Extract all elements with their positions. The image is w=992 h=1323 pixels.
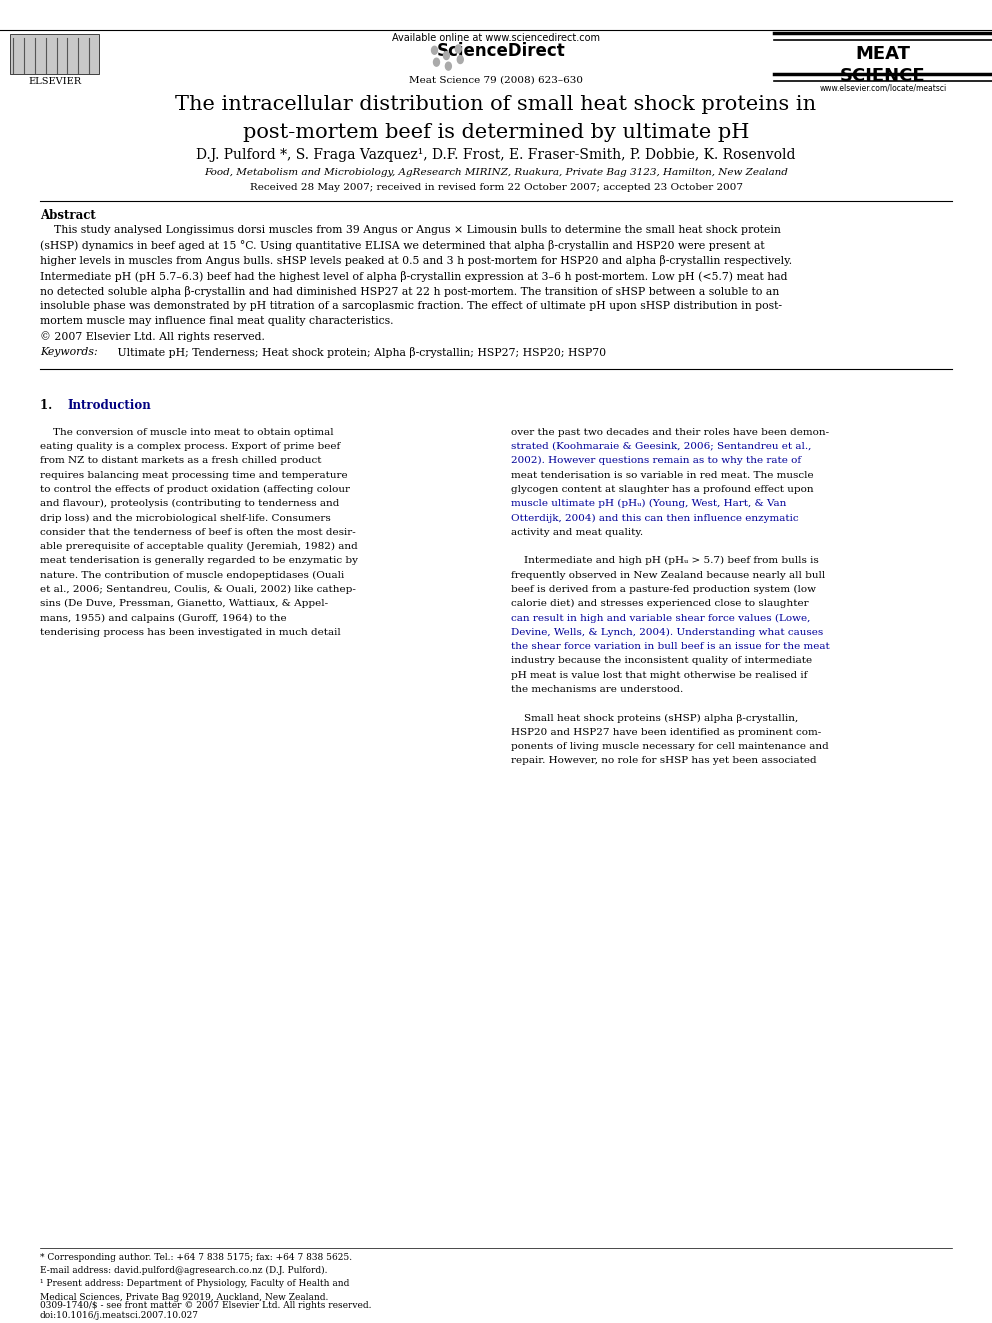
Circle shape (455, 45, 461, 53)
Text: insoluble phase was demonstrated by pH titration of a sarcoplasmic fraction. The: insoluble phase was demonstrated by pH t… (40, 302, 782, 311)
Text: Medical Sciences, Private Bag 92019, Auckland, New Zealand.: Medical Sciences, Private Bag 92019, Auc… (40, 1293, 328, 1302)
Text: Otterdijk, 2004) and this can then influence enzymatic: Otterdijk, 2004) and this can then influ… (511, 513, 799, 523)
FancyBboxPatch shape (10, 34, 99, 74)
Circle shape (434, 58, 439, 66)
Text: © 2007 Elsevier Ltd. All rights reserved.: © 2007 Elsevier Ltd. All rights reserved… (40, 332, 265, 343)
Text: HSP20 and HSP27 have been identified as prominent com-: HSP20 and HSP27 have been identified as … (511, 728, 821, 737)
Text: 1.: 1. (40, 398, 57, 411)
Text: eating quality is a complex process. Export of prime beef: eating quality is a complex process. Exp… (40, 442, 340, 451)
Text: beef is derived from a pasture-fed production system (low: beef is derived from a pasture-fed produ… (511, 585, 815, 594)
Text: Received 28 May 2007; received in revised form 22 October 2007; accepted 23 Octo: Received 28 May 2007; received in revise… (250, 183, 742, 192)
Text: (sHSP) dynamics in beef aged at 15 °C. Using quantitative ELISA we determined th: (sHSP) dynamics in beef aged at 15 °C. U… (40, 239, 764, 251)
Text: Ultimate pH; Tenderness; Heat shock protein; Alpha β-crystallin; HSP27; HSP20; H: Ultimate pH; Tenderness; Heat shock prot… (114, 347, 606, 357)
Text: Meat Science 79 (2008) 623–630: Meat Science 79 (2008) 623–630 (409, 75, 583, 85)
Text: pH meat is value lost that might otherwise be realised if: pH meat is value lost that might otherwi… (511, 671, 807, 680)
Text: to control the effects of product oxidation (affecting colour: to control the effects of product oxidat… (40, 484, 349, 493)
Text: no detected soluble alpha β-crystallin and had diminished HSP27 at 22 h post-mor: no detected soluble alpha β-crystallin a… (40, 286, 779, 296)
Circle shape (445, 62, 451, 70)
Circle shape (457, 56, 463, 64)
Text: ScienceDirect: ScienceDirect (436, 42, 565, 61)
Text: activity and meat quality.: activity and meat quality. (511, 528, 643, 537)
Text: mans, 1955) and calpains (Guroff, 1964) to the: mans, 1955) and calpains (Guroff, 1964) … (40, 614, 287, 623)
Text: www.elsevier.com/locate/meatsci: www.elsevier.com/locate/meatsci (819, 83, 946, 93)
Text: consider that the tenderness of beef is often the most desir-: consider that the tenderness of beef is … (40, 528, 355, 537)
Text: able prerequisite of acceptable quality (Jeremiah, 1982) and: able prerequisite of acceptable quality … (40, 542, 357, 552)
Text: Available online at www.sciencedirect.com: Available online at www.sciencedirect.co… (392, 33, 600, 44)
Text: muscle ultimate pH (pHᵤ) (Young, West, Hart, & Van: muscle ultimate pH (pHᵤ) (Young, West, H… (511, 499, 787, 508)
Text: Intermediate and high pH (pHᵤ > 5.7) beef from bulls is: Intermediate and high pH (pHᵤ > 5.7) bee… (511, 556, 818, 565)
Text: D.J. Pulford *, S. Fraga Vazquez¹, D.F. Frost, E. Fraser-Smith, P. Dobbie, K. Ro: D.J. Pulford *, S. Fraga Vazquez¹, D.F. … (196, 148, 796, 163)
Text: The intracellular distribution of small heat shock proteins in
post-mortem beef : The intracellular distribution of small … (176, 95, 816, 143)
Text: The conversion of muscle into meat to obtain optimal: The conversion of muscle into meat to ob… (40, 427, 333, 437)
Text: Intermediate pH (pH 5.7–6.3) beef had the highest level of alpha β-crystallin ex: Intermediate pH (pH 5.7–6.3) beef had th… (40, 271, 788, 282)
Circle shape (443, 52, 449, 60)
Text: E-mail address: david.pulford@agresearch.co.nz (D.J. Pulford).: E-mail address: david.pulford@agresearch… (40, 1266, 327, 1275)
Text: the shear force variation in bull beef is an issue for the meat: the shear force variation in bull beef i… (511, 642, 829, 651)
Text: drip loss) and the microbiological shelf-life. Consumers: drip loss) and the microbiological shelf… (40, 513, 330, 523)
Text: repair. However, no role for sHSP has yet been associated: repair. However, no role for sHSP has ye… (511, 757, 816, 765)
Text: ¹ Present address: Department of Physiology, Faculty of Health and: ¹ Present address: Department of Physiol… (40, 1279, 349, 1289)
Text: the mechanisms are understood.: the mechanisms are understood. (511, 685, 683, 693)
Text: strated (Koohmaraie & Geesink, 2006; Sentandreu et al.,: strated (Koohmaraie & Geesink, 2006; Sen… (511, 442, 811, 451)
Text: frequently observed in New Zealand because nearly all bull: frequently observed in New Zealand becau… (511, 570, 825, 579)
Text: can result in high and variable shear force values (Lowe,: can result in high and variable shear fo… (511, 614, 810, 623)
Text: MEAT
SCIENCE: MEAT SCIENCE (840, 45, 926, 85)
Text: sins (De Duve, Pressman, Gianetto, Wattiaux, & Appel-: sins (De Duve, Pressman, Gianetto, Watti… (40, 599, 327, 609)
Text: ELSEVIER: ELSEVIER (28, 77, 81, 86)
Text: Keywords:: Keywords: (40, 347, 101, 357)
Text: over the past two decades and their roles have been demon-: over the past two decades and their role… (511, 427, 829, 437)
Text: * Corresponding author. Tel.: +64 7 838 5175; fax: +64 7 838 5625.: * Corresponding author. Tel.: +64 7 838 … (40, 1253, 352, 1262)
Text: et al., 2006; Sentandreu, Coulis, & Ouali, 2002) like cathep-: et al., 2006; Sentandreu, Coulis, & Oual… (40, 585, 355, 594)
Text: This study analysed Longissimus dorsi muscles from 39 Angus or Angus × Limousin : This study analysed Longissimus dorsi mu… (40, 225, 781, 235)
Text: Small heat shock proteins (sHSP) alpha β-crystallin,: Small heat shock proteins (sHSP) alpha β… (511, 713, 799, 722)
Text: Devine, Wells, & Lynch, 2004). Understanding what causes: Devine, Wells, & Lynch, 2004). Understan… (511, 627, 823, 636)
Text: requires balancing meat processing time and temperature: requires balancing meat processing time … (40, 471, 347, 479)
Text: meat tenderisation is so variable in red meat. The muscle: meat tenderisation is so variable in red… (511, 471, 813, 479)
Text: ponents of living muscle necessary for cell maintenance and: ponents of living muscle necessary for c… (511, 742, 828, 751)
Text: 2002). However questions remain as to why the rate of: 2002). However questions remain as to wh… (511, 456, 801, 466)
Text: nature. The contribution of muscle endopeptidases (Ouali: nature. The contribution of muscle endop… (40, 570, 344, 579)
Text: mortem muscle may influence final meat quality characteristics.: mortem muscle may influence final meat q… (40, 316, 393, 327)
Text: Food, Metabolism and Microbiology, AgResearch MIRINZ, Ruakura, Private Bag 3123,: Food, Metabolism and Microbiology, AgRes… (204, 168, 788, 177)
Text: 0309-1740/$ - see front matter © 2007 Elsevier Ltd. All rights reserved.: 0309-1740/$ - see front matter © 2007 El… (40, 1301, 371, 1310)
Text: meat tenderisation is generally regarded to be enzymatic by: meat tenderisation is generally regarded… (40, 556, 358, 565)
Text: Introduction: Introduction (67, 398, 151, 411)
Circle shape (432, 46, 437, 54)
Text: and flavour), proteolysis (contributing to tenderness and: and flavour), proteolysis (contributing … (40, 499, 339, 508)
Text: doi:10.1016/j.meatsci.2007.10.027: doi:10.1016/j.meatsci.2007.10.027 (40, 1311, 198, 1320)
Text: glycogen content at slaughter has a profound effect upon: glycogen content at slaughter has a prof… (511, 484, 813, 493)
Text: Abstract: Abstract (40, 209, 95, 222)
Text: tenderising process has been investigated in much detail: tenderising process has been investigate… (40, 627, 340, 636)
Text: industry because the inconsistent quality of intermediate: industry because the inconsistent qualit… (511, 656, 812, 665)
Text: calorie diet) and stresses experienced close to slaughter: calorie diet) and stresses experienced c… (511, 599, 808, 609)
Text: higher levels in muscles from Angus bulls. sHSP levels peaked at 0.5 and 3 h pos: higher levels in muscles from Angus bull… (40, 255, 792, 266)
Text: from NZ to distant markets as a fresh chilled product: from NZ to distant markets as a fresh ch… (40, 456, 321, 466)
